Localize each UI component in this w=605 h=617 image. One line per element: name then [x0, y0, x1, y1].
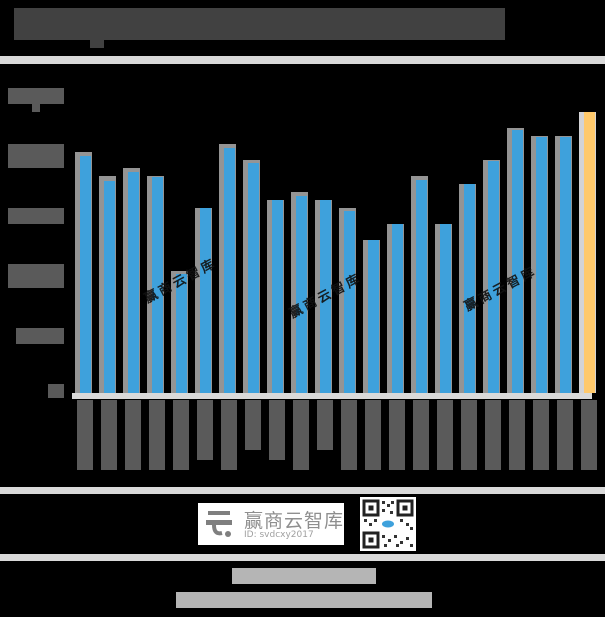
x-axis-baseline — [72, 393, 592, 399]
bar — [344, 211, 355, 393]
y-axis-unit-label — [8, 88, 64, 104]
bar — [272, 199, 283, 393]
brand-mark-icon — [206, 511, 232, 537]
x-tick-label — [293, 400, 309, 470]
x-tick-label — [389, 400, 405, 470]
bar — [440, 223, 451, 393]
x-tick-label — [341, 400, 357, 470]
y-tick-label-1 — [16, 328, 64, 344]
x-tick-label — [173, 400, 189, 470]
x-tick-label — [509, 400, 525, 470]
x-tick-label — [557, 400, 573, 470]
y-tick-label-2 — [8, 264, 64, 288]
brand-name: 赢商云智库 — [244, 511, 345, 532]
title-descender — [90, 40, 104, 48]
bar — [152, 177, 163, 393]
bar — [200, 208, 211, 393]
bar — [512, 130, 523, 393]
footer-note-line — [176, 592, 432, 608]
brand-id: ID: svdcxy2017 — [244, 530, 314, 540]
middle-divider — [0, 487, 605, 494]
chart-title — [14, 8, 505, 40]
bar — [224, 148, 235, 393]
x-tick-label — [581, 400, 597, 470]
bar — [80, 156, 91, 393]
bar — [392, 223, 403, 393]
x-tick-label — [77, 400, 93, 470]
x-tick-label — [533, 400, 549, 470]
x-tick-label — [317, 400, 333, 450]
x-tick-label — [485, 400, 501, 470]
x-tick-label — [365, 400, 381, 470]
x-tick-label — [221, 400, 237, 470]
x-tick-label — [437, 400, 453, 470]
bar — [104, 181, 115, 393]
y-tick-label-3 — [8, 208, 64, 224]
x-tick-label — [461, 400, 477, 470]
x-tick-label — [197, 400, 213, 460]
brand-logo: 赢商云智库 ID: svdcxy2017 — [198, 503, 344, 545]
bar — [248, 163, 259, 393]
top-divider — [0, 56, 605, 64]
x-tick-label — [245, 400, 261, 450]
bar — [464, 184, 475, 393]
bar — [296, 196, 307, 393]
footer-source-line — [232, 568, 376, 584]
bar — [488, 160, 499, 393]
x-tick-label — [101, 400, 117, 470]
y-tick-label-4 — [8, 144, 64, 168]
x-tick-label — [413, 400, 429, 470]
bar — [560, 136, 571, 393]
y-tick-label-0 — [48, 384, 64, 398]
x-tick-label — [149, 400, 165, 470]
bar-highlight — [584, 112, 595, 393]
bar — [416, 180, 427, 393]
x-tick-label — [125, 400, 141, 470]
x-tick-label — [269, 400, 285, 460]
bar — [320, 199, 331, 393]
bar — [536, 136, 547, 393]
bar — [176, 274, 187, 393]
y-axis-unit-label-tail — [32, 104, 40, 112]
qr-code-icon — [360, 497, 416, 551]
bar — [128, 172, 139, 393]
bar — [368, 240, 379, 393]
bottom-divider — [0, 554, 605, 561]
